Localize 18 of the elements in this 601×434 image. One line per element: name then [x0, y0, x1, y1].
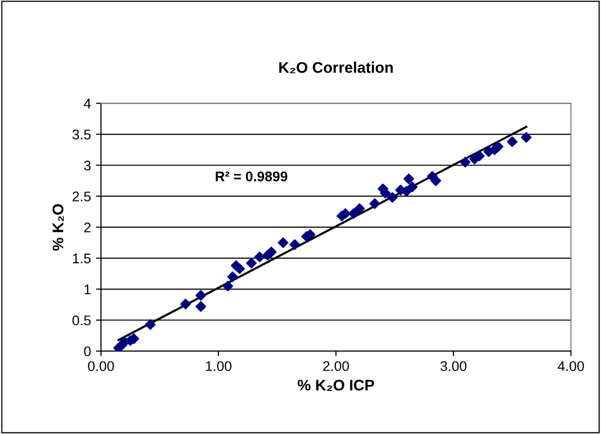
x-tick-label: 4.00: [558, 361, 584, 372]
y-tick-label: 0.5: [72, 315, 91, 326]
chart-title: K₂O Correlation: [279, 62, 393, 74]
x-tick-label: 2.00: [323, 361, 349, 372]
y-tick-label: 1.5: [73, 254, 91, 264]
y-tick-label: 0: [84, 346, 91, 356]
y-tick-label: 1: [84, 284, 91, 294]
x-tick-label: 3.00: [440, 361, 466, 372]
x-tick-label: 0.00: [88, 361, 114, 372]
y-tick-label: 4: [84, 98, 91, 108]
x-axis-title: % K₂O ICP: [298, 380, 374, 391]
x-tick-label: 1.00: [206, 361, 232, 372]
y-tick-label: 3.5: [72, 130, 91, 140]
y-tick-label: 2: [84, 222, 91, 232]
y-axis-title: % K₂O: [52, 204, 64, 251]
annotation: R² = 0.9899: [216, 172, 288, 182]
y-tick-label: 2.5: [72, 192, 91, 202]
y-tick-label: 3: [84, 160, 91, 170]
